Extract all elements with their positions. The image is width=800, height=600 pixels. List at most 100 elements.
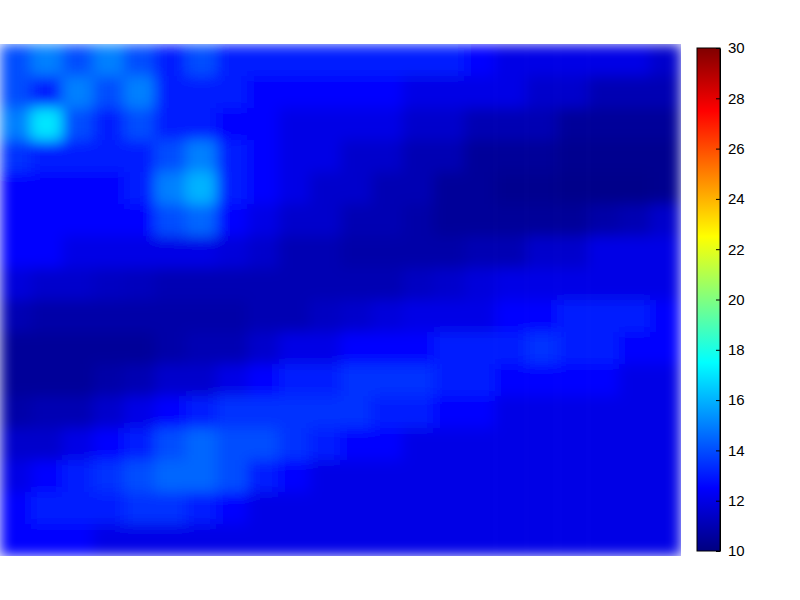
heatmap-cell xyxy=(464,76,496,109)
heatmap-cell xyxy=(433,300,465,333)
heatmap-cell xyxy=(619,76,651,109)
heatmap-cell xyxy=(588,76,620,109)
heatmap-cell xyxy=(186,300,218,333)
heatmap-cell xyxy=(588,428,620,461)
heatmap-cell xyxy=(495,460,527,493)
heatmap-cell xyxy=(248,332,280,365)
heatmap-cell xyxy=(124,172,156,205)
heatmap-cell xyxy=(619,236,651,269)
heatmap-cell xyxy=(464,332,496,365)
tick: 30 xyxy=(716,39,745,56)
heatmap-cell xyxy=(557,204,589,237)
heatmap-cell xyxy=(526,140,558,173)
heatmap-cell xyxy=(124,396,156,429)
heatmap-cell xyxy=(526,44,558,77)
heatmap-cell xyxy=(433,364,465,397)
tick-mark xyxy=(716,149,720,150)
heatmap-cell xyxy=(155,492,187,525)
heatmap-cell xyxy=(186,428,218,461)
heatmap-cell xyxy=(217,332,249,365)
heatmap-cell xyxy=(371,332,403,365)
heatmap-cell xyxy=(650,268,681,301)
heatmap-cell xyxy=(588,492,620,525)
heatmap-cell xyxy=(186,460,218,493)
heatmap-cell xyxy=(62,332,94,365)
heatmap-cell xyxy=(557,492,589,525)
heatmap-cell xyxy=(248,492,280,525)
heatmap-cell xyxy=(62,268,94,301)
tick: 18 xyxy=(716,341,745,358)
heatmap-cell xyxy=(402,492,434,525)
heatmap-cell xyxy=(371,44,403,77)
heatmap-cell xyxy=(371,300,403,333)
heatmap-cell xyxy=(464,140,496,173)
heatmap-cell xyxy=(402,332,434,365)
heatmap-cell xyxy=(619,300,651,333)
heatmap-cell xyxy=(31,204,63,237)
heatmap-cell xyxy=(464,268,496,301)
heatmap-cell xyxy=(341,172,373,205)
heatmap-cell xyxy=(371,268,403,301)
heatmap-cell xyxy=(588,460,620,493)
heatmap-cell xyxy=(31,396,63,429)
tick: 16 xyxy=(716,391,745,408)
heatmap-cell xyxy=(526,460,558,493)
heatmap-cell xyxy=(186,44,218,77)
heatmap-cell xyxy=(371,76,403,109)
heatmap-cell xyxy=(619,460,651,493)
heatmap-cell xyxy=(402,364,434,397)
heatmap-cell xyxy=(495,204,527,237)
heatmap-cell xyxy=(495,268,527,301)
heatmap-cell xyxy=(155,524,187,556)
heatmap-cell xyxy=(464,396,496,429)
heatmap-cell xyxy=(0,492,32,525)
heatmap-cell xyxy=(0,460,32,493)
heatmap-cell xyxy=(310,140,342,173)
heatmap-cell xyxy=(341,236,373,269)
heatmap-cell xyxy=(279,524,311,556)
heatmap-cell xyxy=(155,76,187,109)
axis-line xyxy=(720,49,721,552)
heatmap-cell xyxy=(155,332,187,365)
tick: 24 xyxy=(716,190,745,207)
tick-label: 16 xyxy=(728,391,745,408)
heatmap-cell xyxy=(433,492,465,525)
heatmap-cell xyxy=(248,460,280,493)
heatmap-cell xyxy=(557,76,589,109)
heatmap-cell xyxy=(371,396,403,429)
heatmap-cell xyxy=(31,108,63,141)
plot-area xyxy=(0,44,681,556)
heatmap-cell xyxy=(155,428,187,461)
heatmap-cell xyxy=(526,236,558,269)
heatmap-cell xyxy=(464,492,496,525)
heatmap-cell xyxy=(93,140,125,173)
heatmap-cell xyxy=(217,460,249,493)
heatmap-cell xyxy=(248,108,280,141)
heatmap-cell xyxy=(557,524,589,556)
heatmap-cell xyxy=(62,396,94,429)
heatmap-cell xyxy=(464,524,496,556)
heatmap-cell xyxy=(341,332,373,365)
heatmap-cell xyxy=(310,44,342,77)
heatmap-cell xyxy=(433,204,465,237)
heatmap-cell xyxy=(155,172,187,205)
heatmap-cell xyxy=(279,172,311,205)
heatmap-cell xyxy=(248,300,280,333)
heatmap-cell xyxy=(248,236,280,269)
heatmap-cell xyxy=(433,108,465,141)
heatmap-cell xyxy=(279,396,311,429)
heatmap-cell xyxy=(464,204,496,237)
tick-label: 20 xyxy=(728,291,745,308)
heatmap-cell xyxy=(279,364,311,397)
colorbar-axis: 1012141618202224262830 xyxy=(716,39,745,559)
heatmap-cell xyxy=(279,460,311,493)
heatmap-cell xyxy=(526,172,558,205)
heatmap-cell xyxy=(371,140,403,173)
heatmap-cell xyxy=(650,236,681,269)
heatmap-cell xyxy=(341,524,373,556)
heatmap-cell xyxy=(186,236,218,269)
heatmap-cell xyxy=(62,204,94,237)
heatmap-cell xyxy=(526,428,558,461)
heatmap-cell xyxy=(0,76,32,109)
heatmap-cell xyxy=(124,300,156,333)
